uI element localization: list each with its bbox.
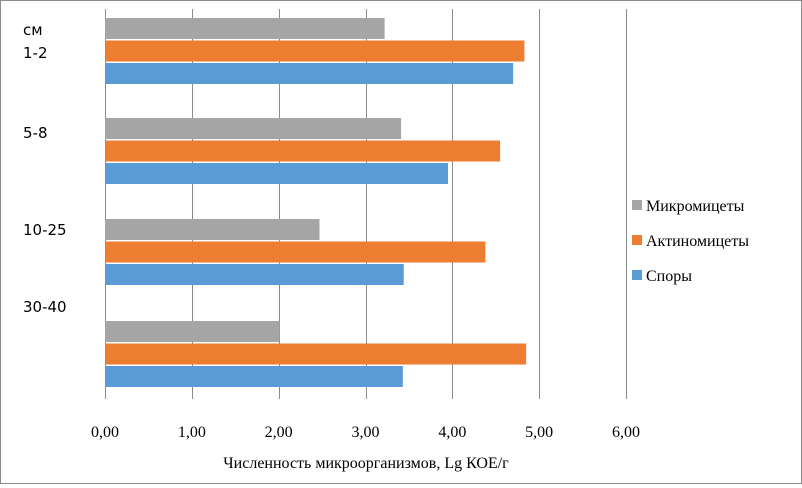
category-label: 5-8 [23, 124, 48, 142]
x-tick-label: 4,00 [438, 424, 466, 441]
legend-swatch [632, 270, 642, 280]
x-axis-title: Численность микроорганизмов, Lg КОЕ/г [223, 455, 509, 472]
legend-label: Споры [646, 268, 692, 285]
bar-spores [105, 163, 448, 184]
legend-label: Актиномицеты [646, 233, 749, 250]
bar-micromycetes [105, 321, 280, 342]
bar-micromycetes [105, 118, 402, 139]
x-tick-label: 6,00 [612, 424, 640, 441]
legend-swatch [632, 200, 642, 210]
bar-actinomycetes [105, 140, 501, 162]
bar-actinomycetes [105, 241, 486, 263]
category-labels: см 1-2 5-8 10-25 30-40 [23, 21, 67, 316]
bar-actinomycetes [105, 40, 525, 62]
x-tick-label: 1,00 [178, 424, 206, 441]
category-label: 1-2 [23, 44, 48, 62]
bars [105, 18, 527, 387]
category-label: 10-25 [23, 221, 67, 239]
bar-spores [105, 63, 514, 84]
x-tick-label: 3,00 [352, 424, 380, 441]
legend-swatch [632, 235, 642, 245]
x-tick-label: 0,00 [91, 424, 119, 441]
bar-spores [105, 366, 403, 387]
x-tick-label: 2,00 [265, 424, 293, 441]
bar-micromycetes [105, 219, 320, 240]
bar-micromycetes [105, 18, 385, 39]
legend-label: Микромицеты [646, 198, 745, 215]
category-label: 30-40 [23, 298, 67, 316]
legend: Микромицеты Актиномицеты Споры [632, 198, 749, 285]
category-unit-label: см [23, 21, 43, 39]
x-tick-label: 5,00 [525, 424, 553, 441]
bar-actinomycetes [105, 343, 527, 365]
x-tick-labels: 0,00 1,00 2,00 3,00 4,00 5,00 6,00 [91, 424, 640, 441]
bar-spores [105, 264, 404, 285]
